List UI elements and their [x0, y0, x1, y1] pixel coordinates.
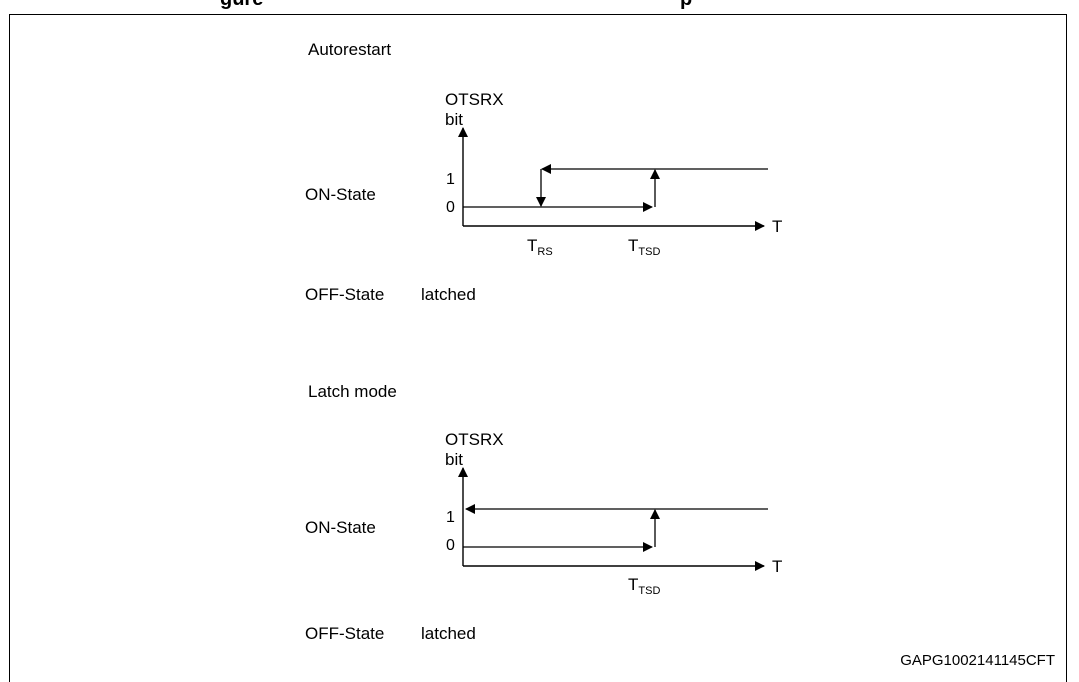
latch-off-value: latched — [421, 624, 476, 643]
autorestart-panel: Autorestart OTSRX bit ON-State 1 0 T TRS… — [305, 40, 782, 304]
autorestart-title: Autorestart — [308, 40, 391, 59]
autorestart-level-1: 1 — [446, 171, 455, 188]
autorestart-level-0: 0 — [446, 199, 455, 216]
autorestart-ttsd-marker: TTSD — [628, 236, 660, 258]
figure-frame — [9, 14, 1067, 682]
latch-level-1: 1 — [446, 509, 455, 526]
figure-caption-cropped: gure p — [0, 0, 1079, 12]
marker-base: T — [527, 236, 537, 255]
autorestart-on-state-label: ON-State — [305, 185, 376, 204]
marker-subscript: RS — [537, 246, 552, 258]
autorestart-y-axis-label-line1: OTSRX — [445, 90, 504, 109]
autorestart-y-axis-label-line2: bit — [445, 110, 463, 129]
latch-on-state-label: ON-State — [305, 518, 376, 537]
latch-y-axis-label-line2: bit — [445, 450, 463, 469]
autorestart-trs-marker: TRS — [527, 236, 553, 258]
latch-time-axis-label: T — [772, 557, 782, 576]
marker-subscript: TSD — [638, 246, 660, 258]
latch-y-axis-label-line1: OTSRX — [445, 430, 504, 449]
caption-fragment-left: gure — [220, 0, 263, 11]
latch-mode-title: Latch mode — [308, 382, 397, 401]
autorestart-time-axis-label: T — [772, 217, 782, 236]
caption-fragment-right: p — [680, 0, 692, 11]
autorestart-off-value: latched — [421, 285, 476, 304]
autorestart-off-state-label: OFF-State — [305, 285, 384, 304]
latch-off-state-label: OFF-State — [305, 624, 384, 643]
latch-mode-panel: Latch mode OTSRX bit ON-State 1 0 T TTSD… — [305, 382, 782, 643]
latch-level-0: 0 — [446, 537, 455, 554]
marker-subscript: TSD — [638, 585, 660, 597]
marker-base: T — [628, 236, 638, 255]
latch-ttsd-marker: TTSD — [628, 575, 660, 597]
figure-id: GAPG1002141145CFT — [900, 652, 1055, 669]
marker-base: T — [628, 575, 638, 594]
